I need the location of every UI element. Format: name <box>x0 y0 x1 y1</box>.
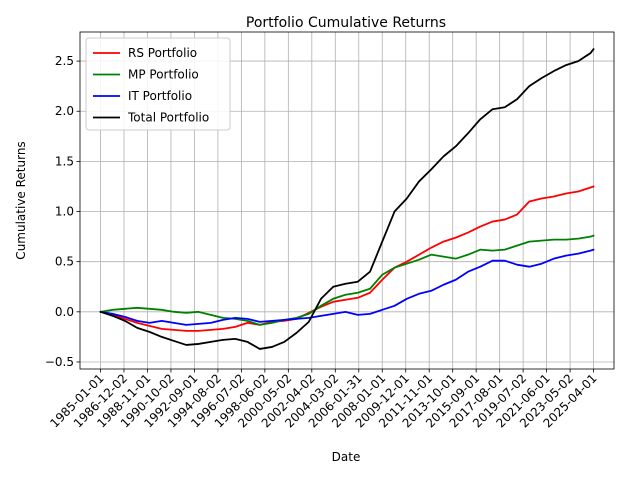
y-tick-label: 2.0 <box>55 104 74 118</box>
y-tick-label: 2.5 <box>55 54 74 68</box>
y-ticks: −0.5 0.0 0.5 1.0 1.5 2.0 2.5 <box>45 54 80 369</box>
legend-label: RS Portfolio <box>128 46 197 60</box>
legend: RS Portfolio MP Portfolio IT Portfolio Tota… <box>85 37 231 131</box>
series-line-2 <box>99 234 595 326</box>
legend-label: IT Portfolio <box>128 89 192 103</box>
series-line-4 <box>99 48 595 350</box>
y-tick-label: 0.0 <box>55 305 74 319</box>
y-tick-label: 1.0 <box>55 205 74 219</box>
series-group <box>99 48 595 350</box>
y-axis-label: Cumulative Returns <box>14 141 28 259</box>
series-line-1 <box>99 185 595 332</box>
series-line-3 <box>99 248 595 326</box>
legend-box <box>85 37 231 131</box>
chart-title: Portfolio Cumulative Returns <box>246 15 446 31</box>
legend-label: MP Portfolio <box>128 68 199 82</box>
y-tick-label: 1.5 <box>55 154 74 168</box>
plot-frame <box>79 31 615 370</box>
y-tick-label: −0.5 <box>45 355 74 369</box>
legend-label: Total Portfolio <box>127 111 209 125</box>
x-axis-label: Date <box>332 450 361 464</box>
y-tick-label: 0.5 <box>55 255 74 269</box>
